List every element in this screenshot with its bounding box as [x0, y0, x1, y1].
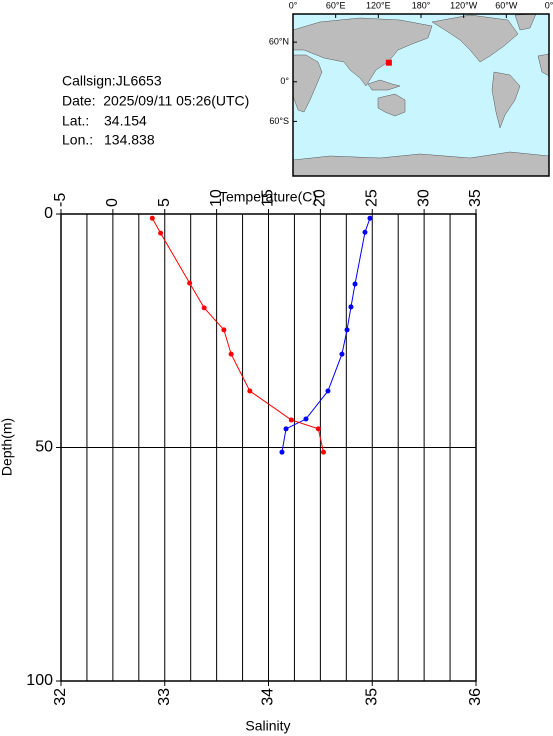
x-tick-label: 20: [312, 189, 329, 207]
map-x-tick-label: 180°: [412, 0, 431, 10]
eurasia: [292, 17, 433, 87]
map-x-tick-label: 0°: [545, 0, 553, 10]
y-tick-label: 50: [35, 439, 53, 456]
y-tick-label: 100: [26, 672, 53, 689]
lat: 34.154: [104, 113, 147, 129]
profile-point: [348, 304, 354, 310]
map: [292, 13, 550, 177]
date: Date: 2025/09/11 05:26(UTC): [62, 93, 249, 109]
map-y-tick-label: 0°: [280, 76, 289, 86]
profile-line: [151, 217, 324, 453]
x-tick-label: 15: [260, 189, 277, 207]
map-x-tick-label: 0°: [289, 0, 298, 10]
station-marker: [385, 59, 392, 66]
x-tick-label: 35: [467, 189, 484, 207]
x2-tick-label: 33: [156, 688, 173, 706]
indonesia: [367, 79, 401, 91]
profile-point: [158, 230, 164, 236]
profile-point: [201, 305, 207, 311]
profile-point: [339, 351, 345, 357]
profile-point: [362, 229, 368, 235]
x-tick-label: 25: [363, 189, 380, 207]
x2-tick-label: 36: [467, 688, 484, 706]
x-tick-label: 5: [156, 198, 173, 207]
profile-point: [367, 215, 373, 221]
y-tick-label: 0: [44, 205, 53, 222]
land: [292, 13, 550, 177]
profile-point: [247, 388, 253, 394]
australia: [377, 93, 406, 117]
map-x-tick-label: 60°W: [495, 0, 518, 10]
africa: [292, 54, 323, 113]
profile-point: [344, 327, 350, 333]
profile-point: [187, 280, 193, 286]
north-america: [431, 14, 519, 63]
profile-line: [281, 218, 371, 453]
map-x-tick-label: 120°W: [450, 0, 478, 10]
profile-point: [315, 426, 321, 432]
x2-tick-label: 32: [52, 688, 69, 706]
profile-point: [283, 426, 289, 432]
x-axis-title: Temperature(C): [219, 189, 317, 205]
lat-label: Lat.:: [62, 113, 89, 129]
lon-label: Lon.:: [62, 132, 93, 148]
callsign: Callsign:JL6653: [62, 73, 162, 89]
map-y-tick-label: 60°S: [269, 116, 289, 126]
x-tick-label: 0: [104, 198, 121, 207]
x-tick-label: 30: [415, 189, 432, 207]
profile-point: [149, 215, 155, 221]
profile-point: [303, 416, 309, 422]
map-x-tick-label: 60°E: [326, 0, 346, 10]
south-america: [491, 71, 521, 129]
profile-point: [288, 417, 294, 423]
x2-tick-label: 35: [363, 688, 380, 706]
profile-point: [325, 388, 331, 394]
profile-point: [228, 351, 234, 357]
map-y-tick-label: 60°N: [269, 37, 289, 47]
map-x-tick-label: 120°E: [366, 0, 391, 10]
x2-axis-title: Salinity: [245, 718, 290, 734]
profile-point: [352, 281, 358, 287]
lon: 134.838: [104, 132, 155, 148]
profile-point: [221, 327, 227, 333]
x-tick-label: 10: [208, 189, 225, 207]
profile-point: [279, 449, 285, 455]
y-axis-title: Depth(m): [0, 418, 15, 476]
profile-point: [320, 449, 326, 455]
x2-tick-label: 34: [260, 688, 277, 706]
x-tick-label: -5: [52, 193, 69, 207]
